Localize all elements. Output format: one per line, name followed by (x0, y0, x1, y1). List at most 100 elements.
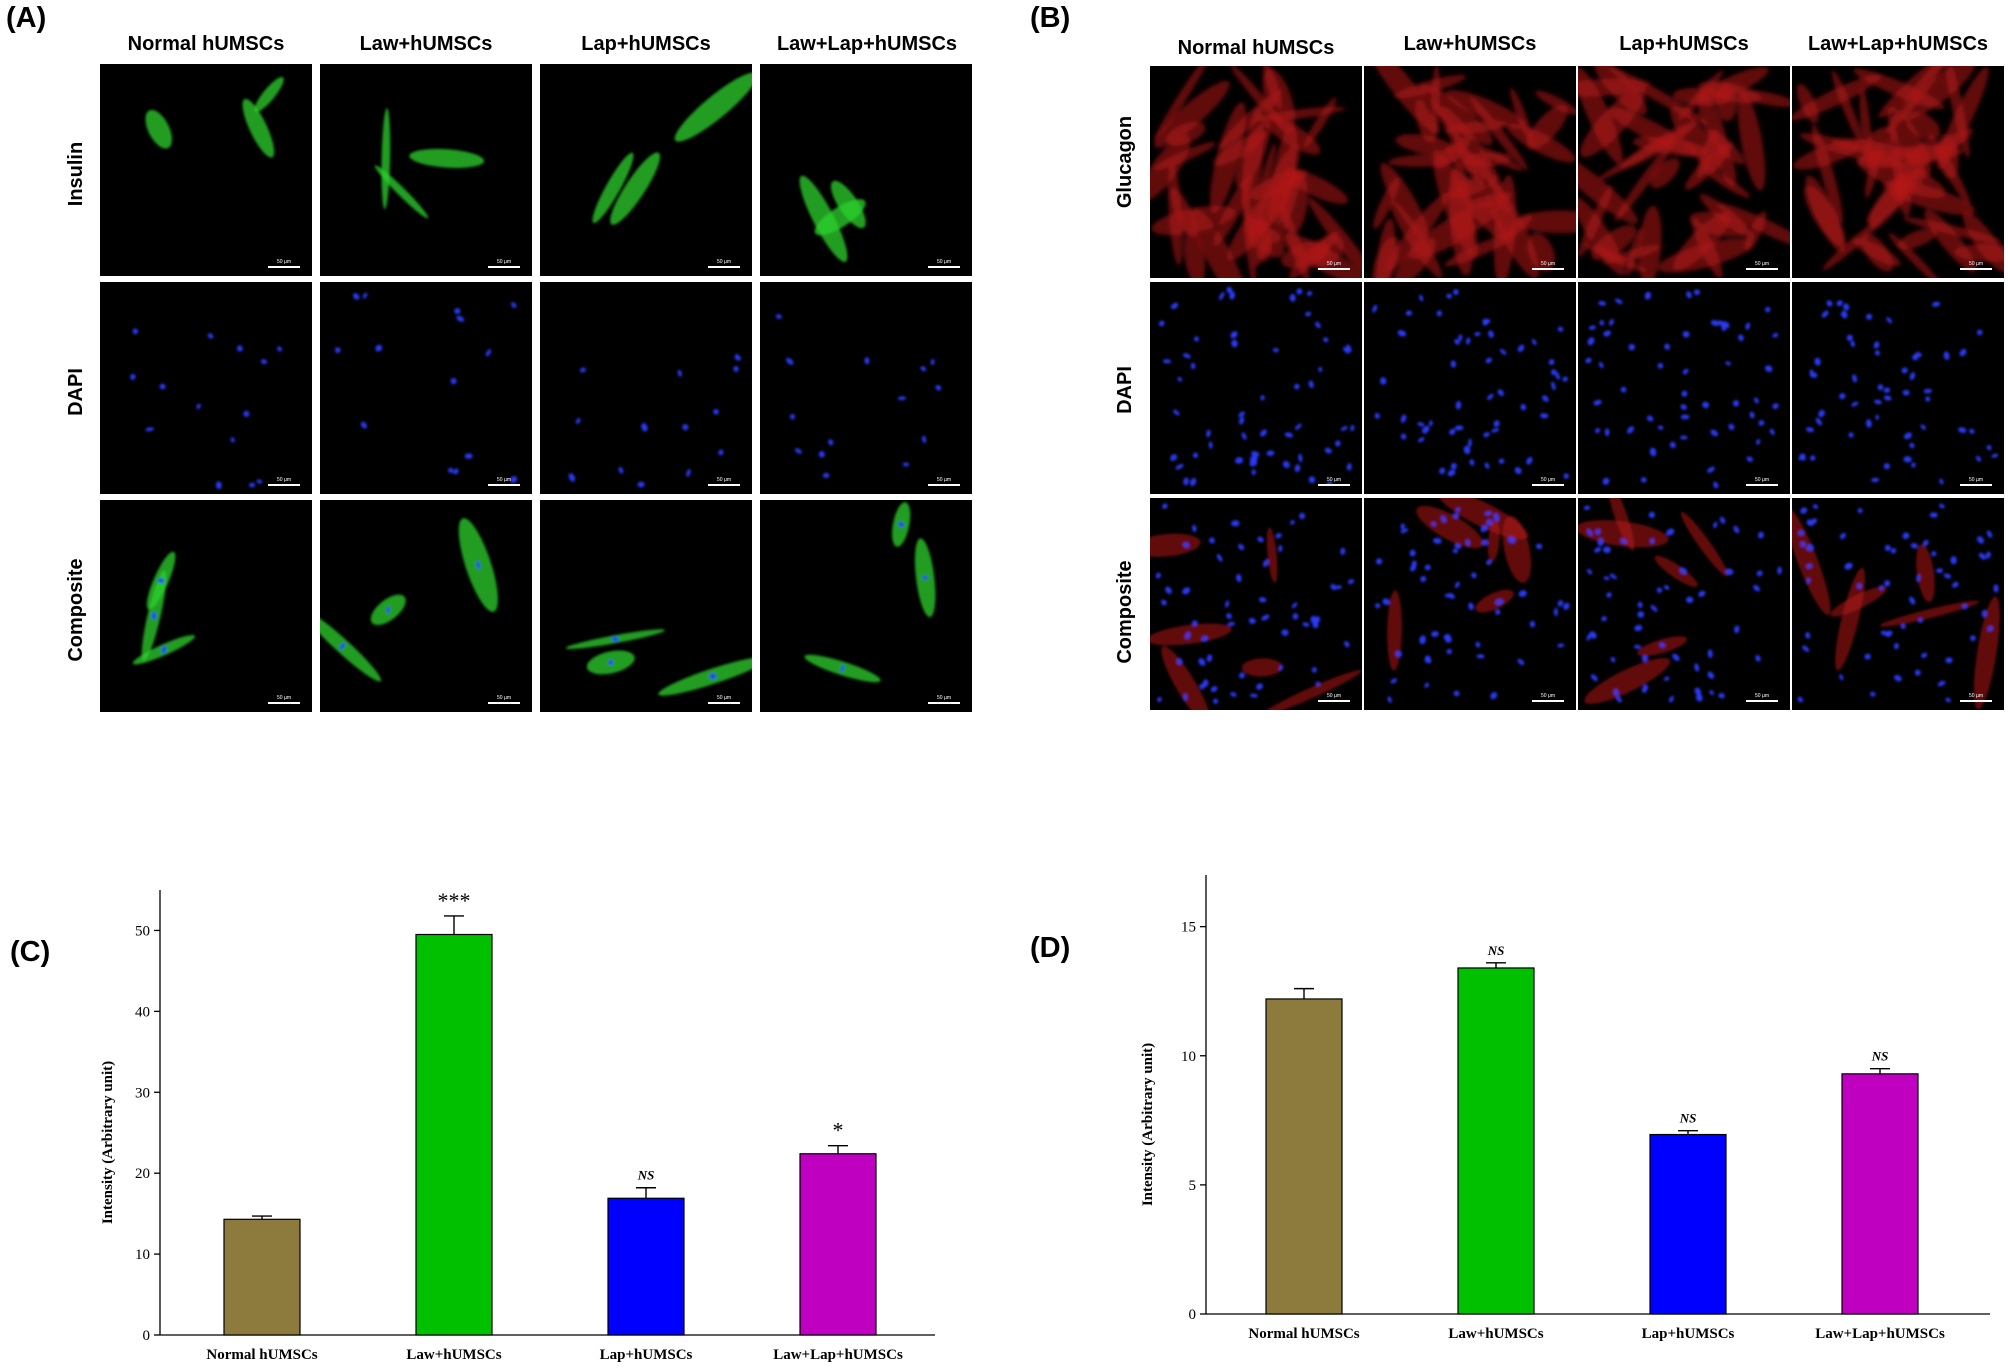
b-row-header-glucagon: Glucagon (1114, 115, 1136, 209)
svg-text:50 µm: 50 µm (1541, 693, 1555, 699)
a-col-header-law: Law+hUMSCs (359, 33, 493, 55)
panel-b-tile-r1-c3: 50 µm (1578, 66, 1790, 278)
y-tick-label: 5 (1189, 1178, 1197, 1194)
x-tick-label: Law+hUMSCs (1448, 1326, 1543, 1342)
panel-b-micrograph-r3-c3: 50 µm (1578, 498, 1782, 704)
panel-a-tile-r2-c2: 50 µm (320, 282, 532, 494)
panel-b-micrograph-r1-c4: 50 µm (1792, 66, 2004, 278)
panel-a-micrograph-r3-c3: 50 µm (565, 629, 752, 704)
panel-b-tile-r3-c2: 50 µm (1364, 498, 1576, 710)
a-row-header-dapi: DAPI (65, 368, 87, 416)
x-tick-label: Law+Lap+hUMSCs (773, 1347, 903, 1363)
y-tick-label: 15 (1181, 920, 1196, 936)
panel-b-micrograph-r3-c1: 50 µm (1150, 503, 1362, 710)
y-tick-label: 30 (135, 1085, 150, 1101)
panel-letter-b: (B) (1030, 2, 1071, 34)
svg-text:50 µm: 50 µm (1969, 477, 1983, 483)
svg-text:50 µm: 50 µm (277, 477, 291, 483)
a-col-header-lap: Lap+hUMSCs (581, 33, 711, 55)
svg-text:50 µm: 50 µm (277, 259, 291, 265)
svg-text:50 µm: 50 µm (1327, 261, 1341, 267)
panel-b-micrograph-r2-c1: 50 µm (1158, 286, 1355, 487)
y-axis-label: Intensity (Arbitrary unit) (1140, 1043, 1156, 1206)
chart-c-svg: 0 10 20 30 40 50 Intensity (Arbitrary unit) Nor… (100, 888, 935, 1363)
significance-label: * (833, 1118, 844, 1143)
chart-d-svg: 0 5 10 15 Intensity (Arbitrary unit) Normal h… (1140, 875, 1990, 1342)
panel-a-tile-r1-c1: 50 µm (100, 64, 312, 276)
significance-label: NS (1487, 943, 1505, 958)
panel-b-micrograph-r2-c4: 50 µm (1798, 300, 1999, 486)
panel-a-micrograph-r2-c2: 50 µm (334, 292, 520, 486)
panel-b-micrograph-r3-c4: 50 µm (1792, 503, 2000, 710)
significance-label: NS (637, 1168, 655, 1183)
panel-letter-d: (D) (1030, 932, 1071, 964)
a-col-header-normal: Normal hUMSCs (127, 33, 285, 55)
svg-text:50 µm: 50 µm (1755, 261, 1769, 267)
panel-letter-c: (C) (10, 936, 51, 968)
chart-d: 0 5 10 15 Intensity (Arbitrary unit) Normal h… (1130, 860, 2000, 1360)
svg-text:50 µm: 50 µm (717, 259, 731, 265)
panel-a-micrograph-r2-c1: 50 µm (130, 328, 300, 490)
y-axis-label: Intensity (Arbitrary unit) (100, 1061, 116, 1224)
y-tick-label: 50 (135, 923, 150, 939)
svg-text:50 µm: 50 µm (1969, 261, 1983, 267)
panel-a-tile-r2-c4: 50 µm (760, 282, 972, 494)
x-tick-label: Law+hUMSCs (406, 1347, 501, 1363)
x-tick-label: Law+Lap+hUMSCs (1815, 1326, 1945, 1342)
panel-letter-a: (A) (6, 2, 47, 34)
svg-text:50 µm: 50 µm (497, 477, 511, 483)
panel-b-micrograph-r1-c1: 50 µm (1150, 66, 1362, 278)
panel-b-tile-r1-c4: 50 µm (1792, 66, 2004, 278)
panel-a-tile-r1-c3: 50 µm (540, 64, 752, 276)
svg-text:50 µm: 50 µm (1327, 693, 1341, 699)
panel-a-micrograph-r3-c4: 50 µm (804, 502, 960, 704)
y-tick-label: 0 (1189, 1307, 1197, 1323)
bar (607, 1197, 685, 1336)
panel-b-tile-r1-c1: 50 µm (1150, 66, 1362, 278)
panel-b-tile-r3-c1: 50 µm (1150, 498, 1362, 710)
y-tick-label: 0 (143, 1328, 151, 1344)
b-col-header-law: Law+hUMSCs (1403, 33, 1537, 55)
panel-a-tile-r1-c4: 50 µm (760, 64, 972, 276)
bar (799, 1153, 877, 1336)
svg-text:50 µm: 50 µm (1755, 693, 1769, 699)
a-col-header-law-lap: Law+Lap+hUMSCs (776, 33, 958, 55)
y-tick-label: 10 (135, 1247, 150, 1263)
significance-label: NS (1679, 1111, 1697, 1126)
svg-text:50 µm: 50 µm (1541, 477, 1555, 483)
panel-a-tile-r3-c4: 50 µm (760, 500, 972, 712)
panel-a-micrograph-r1-c1: 50 µm (145, 76, 300, 268)
panel-a-micrograph-r3-c2: 50 µm (320, 518, 520, 704)
svg-text:50 µm: 50 µm (717, 477, 731, 483)
a-row-header-composite: Composite (65, 558, 87, 662)
svg-text:50 µm: 50 µm (717, 695, 731, 701)
bar (1649, 1133, 1727, 1315)
y-tick-label: 40 (135, 1004, 150, 1020)
bar (1841, 1073, 1919, 1315)
panel-a-tile-r3-c1: 50 µm (100, 500, 312, 712)
panel-a-tile-r3-c2: 50 µm (320, 500, 532, 712)
x-tick-label: Lap+hUMSCs (1642, 1326, 1735, 1342)
panel-a-micrograph-r2-c4: 50 µm (775, 314, 960, 486)
b-row-header-composite: Composite (1114, 560, 1136, 664)
panel-a-tile-r3-c3: 50 µm (540, 500, 752, 712)
y-tick-label: 10 (1181, 1049, 1196, 1065)
bar (1265, 998, 1343, 1315)
bar (223, 1218, 301, 1336)
bar (1457, 967, 1535, 1315)
panel-a-tile-r1-c2: 50 µm (320, 64, 532, 276)
svg-text:50 µm: 50 µm (937, 259, 951, 265)
b-row-header-dapi: DAPI (1114, 366, 1136, 414)
panel-a-micrograph-r1-c3: 50 µm (592, 72, 752, 268)
x-tick-label: Normal hUMSCs (1248, 1326, 1359, 1342)
panel-b-tile-r2-c2: 50 µm (1364, 282, 1576, 494)
panel-a-micrograph-r1-c2: 50 µm (374, 108, 520, 268)
panel-b-tile-r2-c3: 50 µm (1578, 282, 1790, 494)
significance-label: NS (1871, 1049, 1889, 1064)
panel-b-micrograph-r1-c3: 50 µm (1578, 66, 1790, 278)
panel-a-tile-r2-c3: 50 µm (540, 282, 752, 494)
panel-b-tile-r2-c4: 50 µm (1792, 282, 2004, 494)
panel-b-micrograph-r2-c3: 50 µm (1585, 289, 1779, 489)
svg-text:50 µm: 50 µm (1327, 477, 1341, 483)
panel-a-micrograph-r1-c4: 50 µm (799, 175, 960, 268)
